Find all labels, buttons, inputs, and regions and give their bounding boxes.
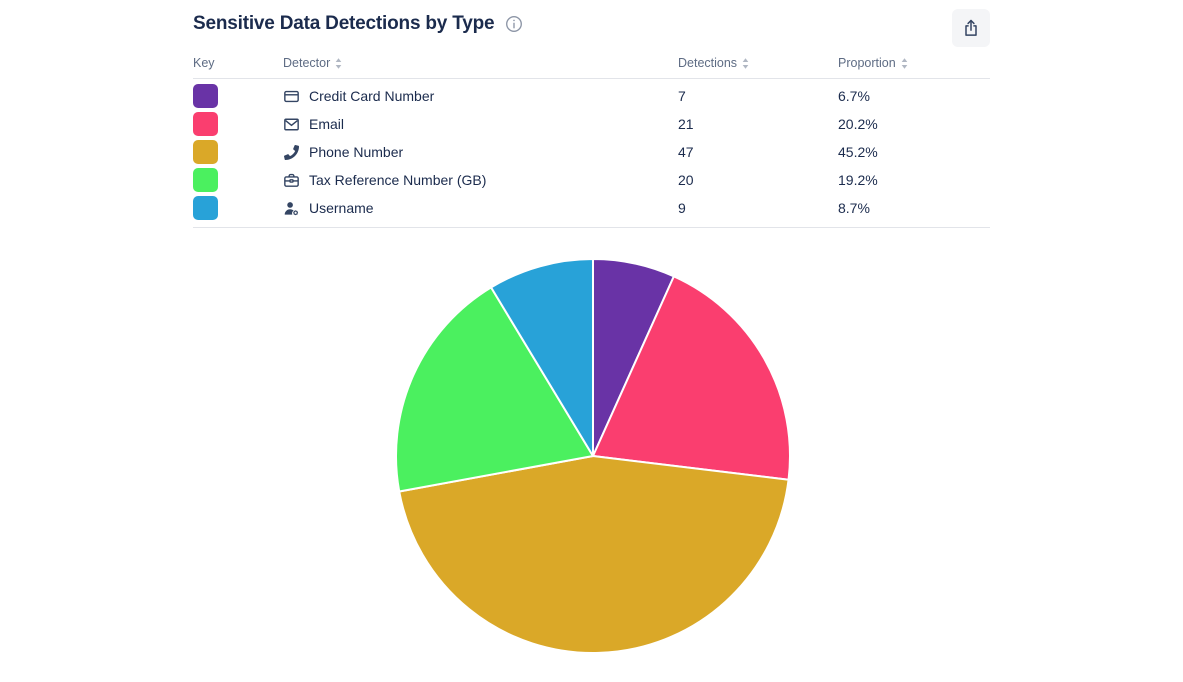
key-color-swatch (193, 168, 218, 192)
proportion-value: 8.7% (838, 200, 870, 216)
key-color-swatch (193, 112, 218, 136)
detections-table: Key Detector Detections Proportion (193, 56, 990, 228)
column-header-proportion[interactable]: Proportion (838, 56, 990, 70)
pie-slice-username[interactable] (490, 258, 594, 457)
detector-label: Tax Reference Number (GB) (309, 172, 487, 188)
table-row: Credit Card Number 7 6.7% (193, 82, 990, 110)
detector-label: Phone Number (309, 144, 404, 160)
table-row: Tax Reference Number (GB) 20 19.2% (193, 166, 990, 194)
export-button[interactable] (952, 9, 990, 47)
detector-label: Email (309, 116, 345, 132)
sort-updown-icon (901, 57, 908, 69)
proportion-value: 6.7% (838, 88, 870, 104)
table-row: Email 21 20.2% (193, 110, 990, 138)
detector-label: Credit Card Number (309, 88, 435, 104)
proportion-value: 45.2% (838, 144, 878, 160)
detections-value: 47 (678, 144, 694, 160)
pie-slice-tax-reference-number-gb[interactable] (395, 286, 594, 493)
pie-chart (392, 255, 794, 657)
proportion-value: 20.2% (838, 116, 878, 132)
proportion-value: 19.2% (838, 172, 878, 188)
info-icon[interactable] (505, 15, 523, 33)
sort-updown-icon (335, 57, 342, 69)
detections-value: 20 (678, 172, 694, 188)
briefcase-icon (283, 172, 300, 189)
column-header-detections[interactable]: Detections (678, 56, 838, 70)
column-header-key: Key (193, 56, 215, 70)
email-icon (283, 116, 300, 133)
pie-slice-phone-number[interactable] (398, 455, 790, 654)
key-color-swatch (193, 84, 218, 108)
key-color-swatch (193, 196, 218, 220)
page-title: Sensitive Data Detections by Type (193, 13, 495, 34)
pie-slice-email[interactable] (592, 275, 791, 481)
detector-label: Username (309, 200, 374, 216)
credit-card-icon (283, 88, 300, 105)
panel-header: Sensitive Data Detections by Type (193, 13, 523, 35)
sort-updown-icon (742, 57, 749, 69)
export-share-icon (961, 18, 981, 38)
user-gear-icon (283, 200, 300, 217)
table-body: Credit Card Number 7 6.7% Email 21 20.2%… (193, 79, 990, 228)
detections-value: 7 (678, 88, 686, 104)
detections-value: 9 (678, 200, 686, 216)
phone-icon (283, 144, 300, 161)
table-row: Username 9 8.7% (193, 194, 990, 222)
column-header-detector[interactable]: Detector (283, 56, 678, 70)
table-header-row: Key Detector Detections Proportion (193, 56, 990, 79)
table-row: Phone Number 47 45.2% (193, 138, 990, 166)
detections-value: 21 (678, 116, 694, 132)
key-color-swatch (193, 140, 218, 164)
